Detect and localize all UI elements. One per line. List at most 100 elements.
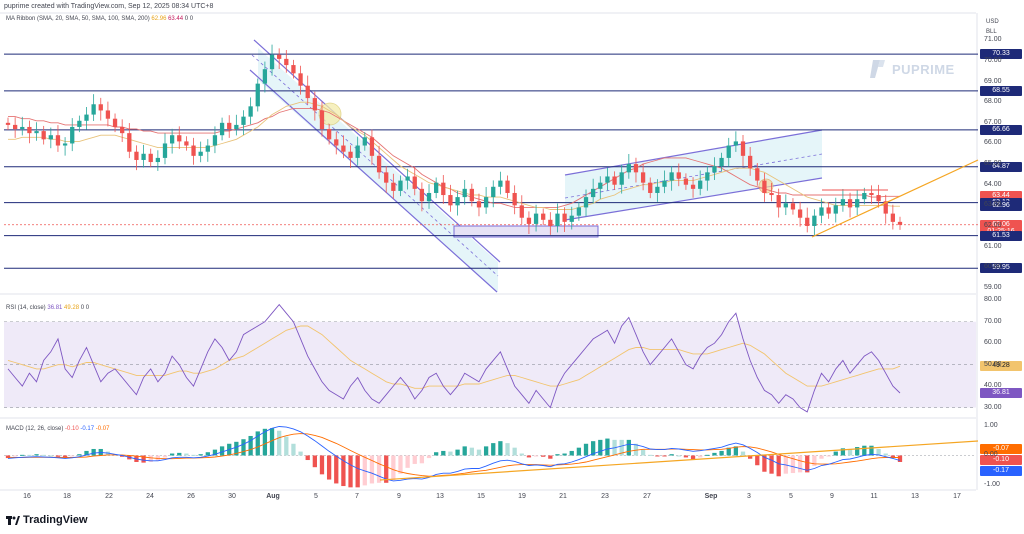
macd-histogram-bar	[669, 454, 674, 456]
macd-histogram-bar	[326, 455, 332, 480]
candle-body	[120, 126, 125, 134]
time-tick: 27	[643, 493, 651, 500]
time-tick: 9	[830, 493, 834, 500]
time-tick: 7	[355, 493, 359, 500]
candle-body	[662, 180, 667, 187]
candle-body	[70, 126, 75, 144]
macd-histogram-bar	[177, 452, 182, 456]
macd-histogram-bar	[619, 439, 624, 456]
candle-body	[62, 143, 68, 146]
candle-body	[177, 135, 182, 142]
time-tick: 16	[23, 493, 31, 500]
candle-body	[519, 205, 524, 218]
macd-histogram-bar	[826, 455, 831, 457]
macd-histogram-bar	[148, 455, 153, 462]
candle-body	[291, 65, 296, 74]
candle-body	[20, 126, 25, 130]
price-tag: 66.66	[980, 124, 1022, 135]
macd-histogram-bar	[298, 451, 303, 456]
candle-body	[77, 120, 82, 127]
macd-histogram-bar	[840, 448, 846, 456]
candle-body	[483, 197, 489, 208]
candle-body	[127, 133, 132, 152]
macd-histogram-bar	[705, 454, 710, 456]
tradingview-logo[interactable]: TradingView	[6, 514, 88, 526]
rsi-line	[7, 303, 901, 413]
candle-body	[198, 151, 203, 156]
macd-histogram-bar	[55, 455, 61, 457]
macd-histogram-bar	[305, 455, 310, 461]
rsi-tick: 40.00	[984, 382, 1002, 390]
candle-body	[227, 122, 232, 130]
price-tag: 70.33	[980, 49, 1022, 60]
rsi-label: RSI (14, close)	[6, 305, 46, 311]
macd-histogram-bar	[719, 450, 724, 456]
candle-body	[612, 176, 617, 185]
candle-body	[626, 164, 631, 173]
candle-body	[498, 180, 503, 187]
candle-body	[883, 201, 888, 214]
macd-histogram-bar	[897, 455, 903, 462]
macd-histogram-bar	[633, 443, 639, 456]
candle-body	[869, 192, 874, 196]
macd-histogram-bar	[476, 449, 482, 456]
price-tag: 61.53	[980, 230, 1022, 241]
candle-body	[391, 182, 396, 191]
macd-histogram-bar	[62, 455, 68, 458]
candle-body	[769, 192, 774, 196]
currency-usd: USD	[986, 19, 999, 25]
time-tick: 13	[911, 493, 919, 500]
candle-body	[148, 153, 153, 163]
macd-histogram-bar	[712, 452, 717, 456]
candle-body	[426, 192, 432, 202]
macd-histogram-bar	[797, 455, 803, 473]
candle-body	[605, 176, 610, 183]
candle-body	[855, 199, 860, 208]
macd-histogram-bar	[576, 447, 582, 456]
ma-tail: 0 0	[184, 16, 194, 22]
candle-body	[591, 188, 596, 198]
candle-body	[455, 197, 460, 206]
candle-body	[134, 151, 139, 160]
rsi-tick: 50.00	[984, 360, 1002, 368]
candle-body	[812, 215, 817, 226]
candle-body	[762, 180, 767, 193]
candle-body	[833, 205, 838, 214]
macd-histogram-bar	[562, 453, 567, 456]
macd-histogram-bar	[20, 454, 25, 456]
price-tick: 66.00	[984, 139, 1002, 147]
rsi-legend[interactable]: RSI (14, close) 36.81 49.28 0 0	[6, 305, 89, 311]
macd-histogram-bar	[369, 455, 375, 484]
candle-body	[805, 217, 810, 226]
ma-ribbon-label: MA Ribbon (SMA, 20, SMA, 50, SMA, 100, S…	[6, 16, 150, 22]
macd-histogram-bar	[648, 454, 653, 456]
candle-body	[733, 141, 739, 146]
macd-histogram-bar	[548, 455, 553, 459]
time-tick: 3	[747, 493, 751, 500]
rsi-tick: 30.00	[984, 403, 1002, 411]
macd-tag: -0.17	[980, 466, 1022, 476]
macd-signal-value: -0.07	[95, 426, 110, 432]
macd-histogram-bar	[883, 453, 888, 456]
time-tick: 9	[397, 493, 401, 500]
candle-body	[505, 180, 510, 193]
ma-ribbon-legend[interactable]: MA Ribbon (SMA, 20, SMA, 50, SMA, 100, S…	[6, 16, 193, 22]
candle-body	[234, 124, 239, 130]
candle-body	[12, 124, 18, 130]
macd-histogram-bar	[862, 445, 867, 456]
candle-body	[34, 131, 39, 134]
macd-histogram-bar	[234, 441, 239, 456]
down-channel-lower	[249, 69, 498, 293]
candle-body	[712, 166, 717, 173]
rsi-tick: 70.00	[984, 317, 1002, 325]
candle-body	[277, 54, 282, 59]
candle-body	[897, 221, 903, 225]
candle-body	[84, 114, 89, 121]
macd-legend[interactable]: MACD (12, 26, close) -0.10 -0.17 -0.07	[6, 426, 109, 432]
candle-body	[526, 217, 532, 224]
candle-body	[355, 145, 360, 158]
macd-histogram-bar	[583, 443, 589, 456]
ma-fast-line	[8, 101, 900, 210]
macd-histogram-bar	[405, 455, 410, 468]
